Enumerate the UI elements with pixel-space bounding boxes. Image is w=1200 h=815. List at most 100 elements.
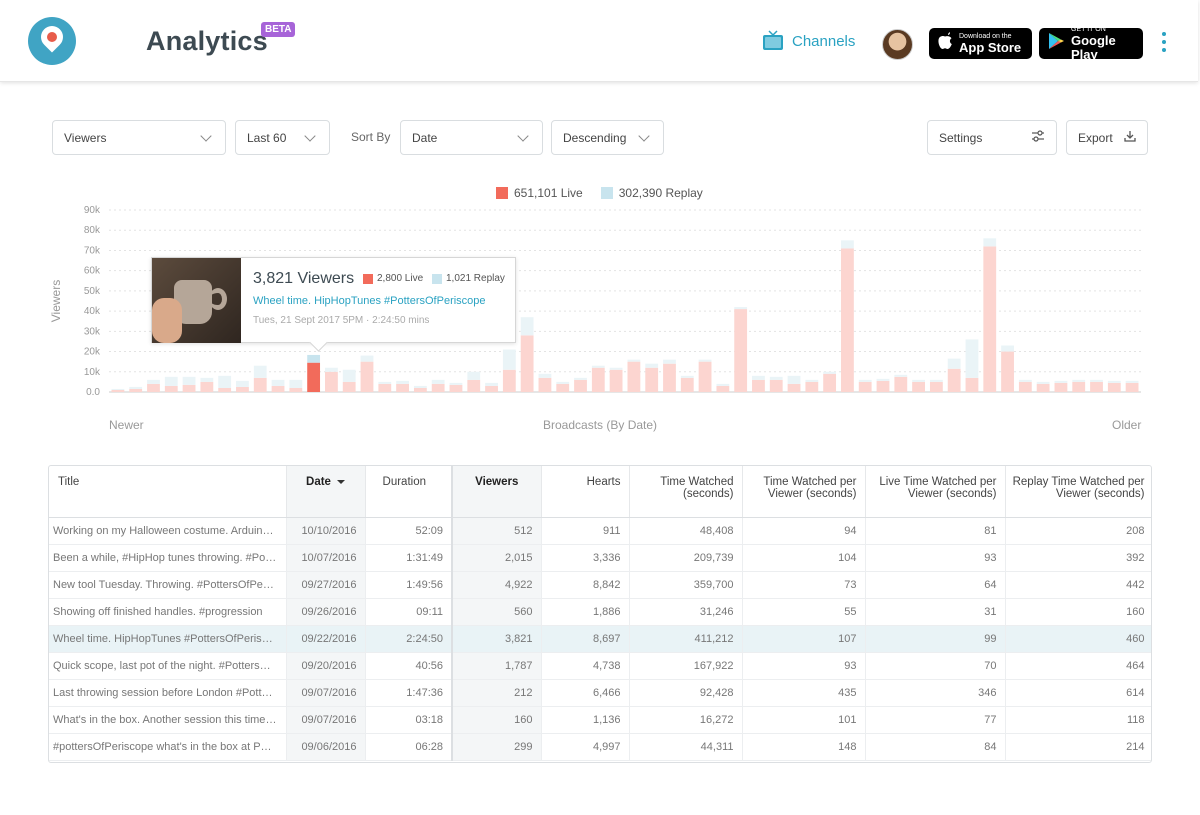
bar-live[interactable] [841, 248, 854, 392]
bar-replay[interactable] [1090, 379, 1103, 382]
table-row[interactable]: Last throwing session before London #Pot… [49, 679, 1151, 707]
bar-replay[interactable] [538, 373, 552, 378]
col-header-live-time-watched[interactable]: Live Time Watched per Viewer (seconds) [865, 466, 1006, 518]
bar-replay[interactable] [1072, 379, 1086, 382]
legend-live[interactable]: 651,101 Live [496, 186, 583, 200]
range-dropdown[interactable]: Last 60 [235, 120, 330, 155]
user-avatar[interactable] [882, 29, 913, 60]
bar-replay[interactable] [1001, 345, 1014, 352]
bar-live[interactable] [698, 361, 712, 392]
table-row[interactable]: Wheel time. HipHopTunes #PottersOfPerisc… [49, 625, 1151, 653]
bar-replay[interactable] [449, 382, 463, 385]
bar-live[interactable] [164, 385, 178, 392]
table-row[interactable]: Quick scope, last pot of the night. #Pot… [49, 652, 1151, 680]
app-store-button[interactable]: Download on the App Store [929, 28, 1032, 59]
bar-replay[interactable] [360, 355, 374, 362]
col-header-hearts[interactable]: Hearts [541, 466, 630, 518]
bar-replay[interactable] [342, 369, 356, 382]
bar-live[interactable] [253, 377, 267, 392]
bar-live[interactable] [485, 385, 498, 392]
col-header-duration[interactable]: Duration [365, 466, 453, 518]
bar-live[interactable] [876, 380, 890, 392]
bar-live[interactable] [449, 384, 463, 392]
col-header-time-watched[interactable]: Time Watched (seconds) [629, 466, 743, 518]
legend-replay[interactable]: 302,390 Replay [600, 186, 703, 200]
bar-replay[interactable] [129, 386, 143, 389]
table-row[interactable]: Been a while, #HipHop tunes throwing. #P… [49, 544, 1151, 572]
bar-live[interactable] [734, 309, 748, 392]
bar-replay[interactable] [236, 380, 249, 387]
bar-live[interactable] [574, 379, 587, 392]
bar-replay[interactable] [271, 379, 285, 386]
bar-replay[interactable] [431, 379, 445, 384]
metric-dropdown[interactable]: Viewers [52, 120, 226, 155]
table-row[interactable]: #pottersOfPeriscope what's in the box at… [49, 733, 1151, 761]
export-button[interactable]: Export [1066, 120, 1148, 155]
bar-live[interactable] [307, 362, 321, 392]
bar-live[interactable] [947, 368, 961, 392]
bar-live[interactable] [716, 385, 730, 392]
bar-replay[interactable] [1036, 381, 1050, 384]
bar-replay[interactable] [307, 354, 321, 363]
bar-live[interactable] [752, 379, 765, 392]
bar-replay[interactable] [467, 371, 481, 380]
bar-replay[interactable] [823, 371, 837, 374]
bar-replay[interactable] [698, 359, 712, 362]
bar-replay[interactable] [485, 382, 498, 386]
bar-replay[interactable] [1107, 380, 1121, 383]
table-row[interactable]: Working on my Halloween costume. Arduino… [49, 517, 1151, 545]
col-header-title[interactable]: Title [49, 466, 287, 518]
bar-live[interactable] [520, 335, 534, 392]
bar-live[interactable] [502, 369, 516, 392]
bar-replay[interactable] [929, 379, 943, 382]
bar-replay[interactable] [147, 379, 160, 384]
bar-live[interactable] [147, 383, 160, 392]
bar-live[interactable] [271, 385, 285, 392]
bar-live[interactable] [591, 367, 605, 392]
bar-replay[interactable] [520, 317, 534, 336]
bar-live[interactable] [1107, 382, 1121, 392]
bar-replay[interactable] [858, 379, 872, 382]
bar-live[interactable] [787, 383, 801, 392]
bar-replay[interactable] [556, 381, 570, 384]
col-header-replay-time-watched[interactable]: Replay Time Watched per Viewer (seconds) [1005, 466, 1151, 518]
bar-replay[interactable] [752, 375, 765, 380]
bar-replay[interactable] [876, 378, 890, 381]
bar-live[interactable] [627, 361, 641, 392]
bar-live[interactable] [894, 376, 908, 392]
bar-live[interactable] [413, 387, 427, 392]
bar-live[interactable] [325, 371, 338, 392]
table-row[interactable]: New tool Tuesday. Throwing. #PottersOfPe… [49, 571, 1151, 599]
bar-replay[interactable] [253, 365, 267, 378]
google-play-button[interactable]: GET IT ON Google Play [1039, 26, 1143, 61]
bar-live[interactable] [360, 361, 374, 392]
bar-replay[interactable] [627, 359, 641, 362]
bar-live[interactable] [929, 381, 943, 392]
bar-replay[interactable] [378, 381, 392, 384]
bar-replay[interactable] [1054, 380, 1068, 383]
table-row[interactable]: What's in the box. Another session this … [49, 706, 1151, 734]
periscope-logo[interactable] [28, 17, 76, 65]
bar-replay[interactable] [413, 385, 427, 388]
bar-live[interactable] [1001, 351, 1014, 392]
bar-replay[interactable] [680, 375, 694, 378]
bar-replay[interactable] [396, 380, 409, 384]
bar-live[interactable] [431, 383, 445, 392]
bar-live[interactable] [769, 379, 783, 392]
settings-button[interactable]: Settings [927, 120, 1057, 155]
more-menu-icon[interactable] [1161, 32, 1167, 52]
bar-replay[interactable] [289, 379, 303, 388]
bar-live[interactable] [289, 387, 303, 392]
bar-replay[interactable] [164, 376, 178, 386]
bar-live[interactable] [983, 246, 997, 392]
bar-live[interactable] [1036, 383, 1050, 392]
bar-replay[interactable] [805, 379, 819, 382]
bar-replay[interactable] [325, 367, 338, 372]
bar-replay[interactable] [663, 359, 676, 364]
bar-live[interactable] [396, 383, 409, 392]
bar-live[interactable] [218, 387, 232, 392]
bar-live[interactable] [645, 367, 659, 392]
bar-replay[interactable] [912, 379, 925, 382]
bar-replay[interactable] [111, 388, 125, 390]
bar-live[interactable] [236, 386, 249, 392]
